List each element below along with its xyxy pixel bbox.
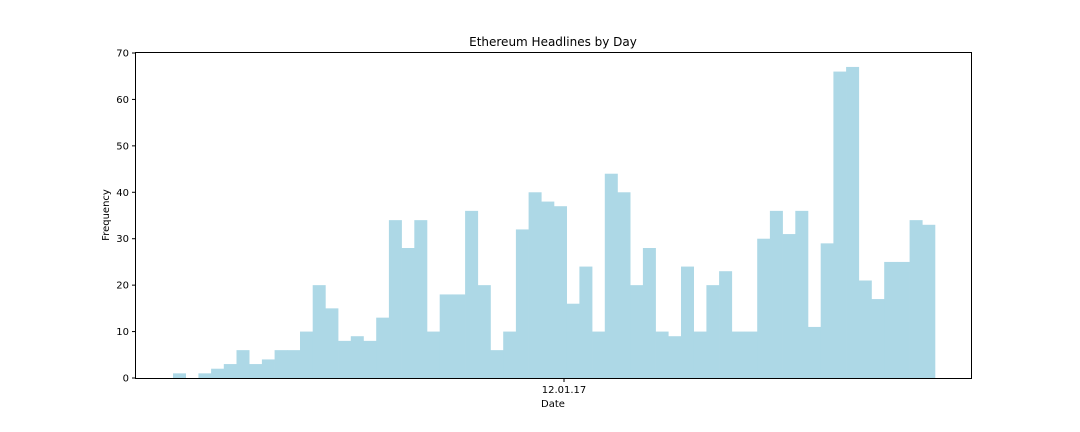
histogram-bar: [769, 210, 783, 378]
histogram-bar: [706, 285, 720, 378]
histogram-bar: [579, 266, 593, 378]
histogram-bar: [388, 220, 402, 378]
histogram-bar: [477, 285, 491, 378]
histogram-bar: [338, 340, 352, 378]
x-axis-label: Date: [541, 399, 565, 410]
histogram-bar: [668, 336, 682, 378]
histogram-bar: [884, 261, 898, 378]
histogram-bar: [427, 331, 440, 378]
histogram-bar: [541, 201, 555, 378]
histogram-bar: [490, 350, 504, 378]
histogram-bar: [236, 350, 250, 378]
chart-title: Ethereum Headlines by Day: [469, 35, 637, 49]
histogram-bar: [325, 308, 339, 378]
histogram-bar: [795, 210, 809, 378]
histogram-bar: [566, 303, 580, 378]
x-tick-label: 12.01.17: [542, 385, 587, 396]
histogram-bar: [173, 373, 186, 378]
histogram-bar: [833, 71, 847, 378]
histogram-bar: [744, 331, 758, 378]
histogram-bar: [261, 359, 275, 378]
histogram-bar: [846, 66, 860, 379]
histogram-bar: [808, 326, 821, 378]
y-tick-label: 60: [116, 95, 129, 106]
x-axis-ticks: 12.01.17: [542, 378, 587, 396]
histogram-bar: [211, 368, 225, 378]
histogram-bar: [414, 220, 428, 378]
histogram-bar: [274, 350, 288, 378]
histogram-bar: [655, 331, 669, 378]
histogram-bar: [287, 350, 301, 378]
y-tick-label: 70: [116, 49, 129, 60]
histogram-bar: [820, 243, 834, 378]
bars-group: [173, 66, 936, 379]
histogram-bar: [896, 261, 910, 378]
histogram-bar: [312, 285, 326, 378]
histogram-bar: [223, 364, 237, 378]
histogram-bar: [858, 280, 872, 378]
histogram-bar: [719, 271, 733, 378]
histogram-bar: [401, 248, 415, 378]
y-tick-label: 50: [116, 141, 129, 152]
histogram-bar: [249, 364, 263, 378]
histogram-bar: [642, 248, 656, 378]
histogram-bar: [503, 331, 517, 378]
histogram-bar: [554, 206, 567, 378]
y-tick-label: 20: [116, 281, 129, 292]
histogram-bar: [681, 266, 694, 378]
histogram-bar: [528, 192, 542, 378]
y-axis-label: Frequency: [101, 189, 112, 241]
histogram-bar: [592, 331, 606, 378]
y-tick-label: 10: [116, 327, 129, 338]
histogram-bar: [465, 210, 479, 378]
histogram-bar: [922, 224, 936, 378]
y-tick-label: 40: [116, 188, 129, 199]
plot-frame: [135, 52, 972, 379]
histogram-bar: [630, 285, 644, 378]
histogram-bar: [452, 294, 466, 378]
histogram-bar: [363, 340, 377, 378]
y-tick-label: 0: [123, 374, 129, 385]
histogram-bar: [909, 220, 923, 378]
histogram-bar: [515, 229, 529, 378]
histogram-bar: [782, 234, 796, 378]
histogram-bar: [617, 192, 631, 378]
histogram-bar: [198, 373, 212, 378]
histogram-bar: [350, 336, 364, 378]
histogram-bar: [604, 173, 618, 378]
histogram-bar: [300, 331, 313, 378]
histogram-bar: [871, 299, 885, 378]
y-tick-label: 30: [116, 234, 129, 245]
histogram-bar: [757, 238, 771, 378]
y-axis-ticks: 0 10 20 30 40 50 60 70: [116, 49, 136, 385]
histogram-bar: [439, 294, 453, 378]
histogram-bar: [693, 331, 707, 378]
histogram-bar: [376, 317, 390, 378]
histogram-bar: [731, 331, 745, 378]
